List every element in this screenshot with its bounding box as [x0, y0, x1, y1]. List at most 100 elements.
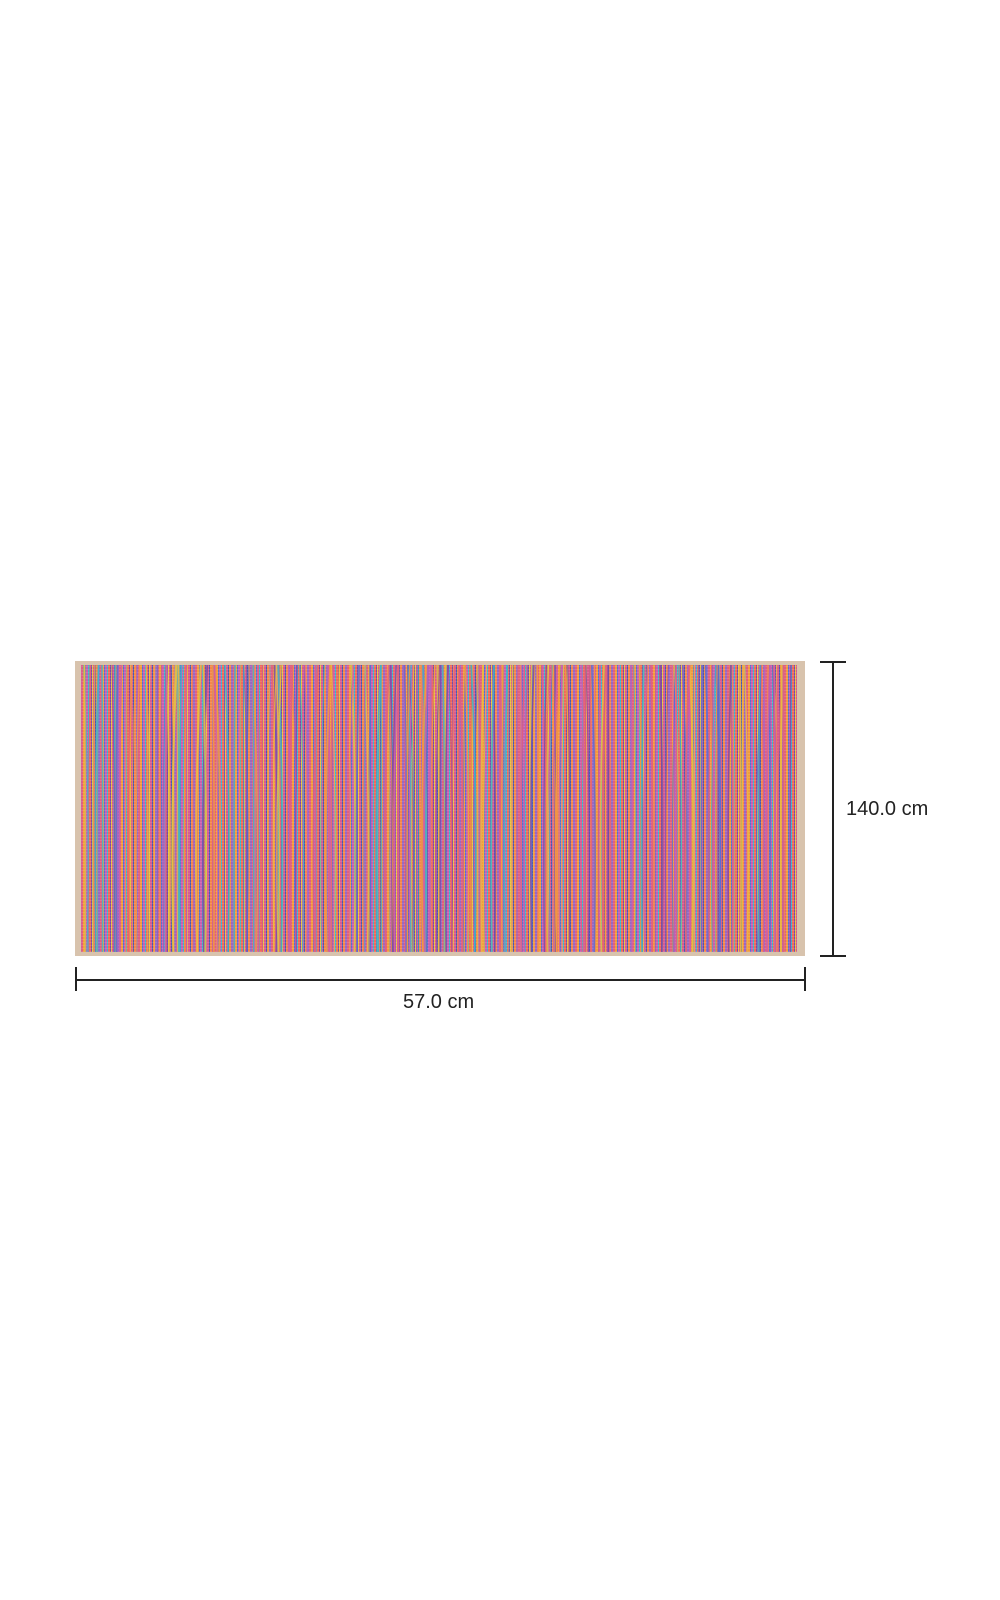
yarn-stripe [480, 665, 484, 952]
yarn-stripe [128, 665, 133, 952]
yarn-stripe [630, 665, 633, 952]
yarn-stripe [528, 665, 533, 952]
yarn-stripe [519, 665, 523, 952]
height-dimension-line [832, 662, 834, 956]
yarn-stripe [779, 665, 783, 952]
yarn-stripe [698, 665, 700, 952]
yarn-stripe [171, 665, 177, 952]
yarn-stripe [435, 665, 440, 952]
yarn-stripe [483, 665, 488, 952]
yarn-stripe [242, 665, 245, 952]
yarn-stripe [567, 665, 571, 952]
yarn-stripe [411, 665, 415, 952]
yarn-stripe [533, 665, 536, 952]
yarn-stripe [238, 665, 242, 952]
yarn-stripe [176, 665, 179, 952]
yarn-stripe [717, 665, 722, 952]
yarn-stripe [145, 665, 149, 952]
yarn-stripe [687, 665, 692, 952]
yarn-stripe [406, 665, 411, 952]
yarn-stripe [324, 665, 332, 952]
yarn-stripe [388, 665, 393, 952]
yarn-stripe [789, 665, 792, 952]
yarn-stripe [211, 665, 215, 952]
yarn-stripe [125, 665, 128, 952]
yarn-stripe [739, 665, 742, 952]
yarn-stripe [710, 665, 716, 952]
yarn-stripe [500, 665, 503, 952]
yarn-stripe [115, 665, 119, 952]
yarn-stripe [387, 665, 391, 952]
yarn-stripe [561, 665, 565, 952]
yarn-stripe [464, 665, 470, 952]
yarn-stripe [439, 665, 442, 952]
yarn-stripe [547, 665, 553, 952]
yarn-stripe [111, 665, 115, 952]
yarn-stripe [336, 665, 340, 952]
width-dimension-line [75, 979, 806, 981]
yarn-stripe [213, 665, 219, 952]
yarn-stripe [197, 665, 203, 952]
yarn-stripe [516, 665, 519, 952]
yarn-stripe [448, 665, 453, 952]
rug-image [75, 661, 805, 956]
yarn-stripe [383, 665, 390, 952]
yarn-stripe [507, 665, 510, 952]
yarn-stripe [402, 665, 407, 952]
yarn-stripe [640, 665, 645, 952]
yarn-stripe [757, 665, 761, 952]
yarn-stripe [700, 665, 703, 952]
yarn-stripe [470, 665, 477, 952]
yarn-stripe [159, 665, 163, 952]
yarn-stripe [765, 665, 772, 952]
height-dimension-cap-bottom [820, 955, 846, 957]
yarn-stripe [675, 665, 678, 952]
yarn-stripe [233, 665, 236, 952]
yarn-stripe [304, 665, 309, 952]
yarn-stripe [201, 665, 209, 952]
height-label: 140.0 cm [846, 798, 929, 820]
yarn-stripe [87, 665, 92, 952]
yarn-stripe [272, 665, 277, 952]
yarn-stripe [320, 665, 325, 952]
yarn-stripe [743, 665, 749, 952]
yarn-stripe [429, 665, 432, 952]
yarn-stripe [94, 665, 100, 952]
yarn-stripe [462, 665, 466, 952]
yarn-stripe [540, 665, 547, 952]
yarn-stripe [580, 665, 586, 952]
rug-stripes [81, 665, 792, 952]
yarn-stripe [554, 665, 561, 952]
yarn-stripe [773, 665, 778, 952]
yarn-stripe [715, 665, 718, 952]
yarn-stripe [252, 665, 259, 952]
yarn-stripe [720, 665, 723, 952]
yarn-stripe [92, 665, 96, 952]
height-dimension-cap-top [820, 661, 846, 663]
yarn-stripe [776, 665, 783, 952]
yarn-stripe [458, 665, 464, 952]
yarn-stripe [96, 665, 100, 952]
yarn-stripe [529, 665, 535, 952]
yarn-stripe [710, 665, 714, 952]
yarn-stripe [224, 665, 230, 952]
yarn-stripe [581, 665, 586, 952]
yarn-stripe [665, 665, 669, 952]
yarn-stripe [543, 665, 547, 952]
yarn-stripe [689, 665, 695, 952]
yarn-stripe [257, 665, 261, 952]
yarn-stripe [431, 665, 434, 952]
yarn-stripe [214, 665, 222, 952]
yarn-stripe [775, 665, 780, 952]
yarn-stripe [409, 665, 415, 952]
yarn-stripe [590, 665, 596, 952]
yarn-stripe [585, 665, 590, 952]
yarn-stripe [276, 665, 282, 952]
yarn-stripe [707, 665, 713, 952]
yarn-stripe [165, 665, 171, 952]
yarn-stripe [671, 665, 676, 952]
yarn-stripe [416, 665, 418, 952]
yarn-stripe [135, 665, 141, 952]
yarn-stripe [131, 665, 136, 952]
yarn-stripe [498, 665, 502, 952]
